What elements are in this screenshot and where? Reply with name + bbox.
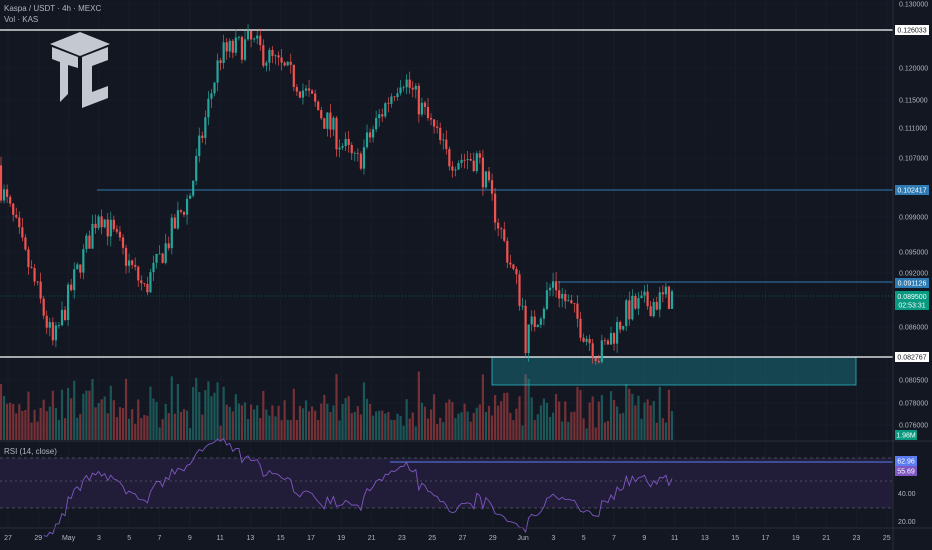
grid-lines xyxy=(0,0,893,528)
time-tick: 29 xyxy=(489,535,497,542)
svg-text:0.082767: 0.082767 xyxy=(897,355,926,362)
svg-text:55.69: 55.69 xyxy=(897,469,915,476)
time-tick: 17 xyxy=(762,535,770,542)
time-tick: 25 xyxy=(428,535,436,542)
rsi-tick-20: 20.00 xyxy=(898,519,916,526)
price-tick: 0.076000 xyxy=(899,423,928,430)
svg-text:1.98M: 1.98M xyxy=(896,433,916,440)
svg-text:02:53:31: 02:53:31 xyxy=(898,303,925,310)
svg-text:0.091126: 0.091126 xyxy=(898,281,927,288)
time-tick: 17 xyxy=(307,535,315,542)
price-tick: 0.107000 xyxy=(899,156,928,163)
rsi-tick-40: 40.00 xyxy=(898,491,916,498)
time-tick: 13 xyxy=(247,535,255,542)
price-tick: 0.111000 xyxy=(899,126,927,133)
rsi-legend[interactable]: RSI (14, close) xyxy=(4,447,57,456)
time-tick: 9 xyxy=(642,535,646,542)
time-tick: 3 xyxy=(551,535,555,542)
time-tick: May xyxy=(62,535,76,542)
time-tick: 23 xyxy=(398,535,406,542)
time-tick: 19 xyxy=(792,535,800,542)
price-tick: 0.099000 xyxy=(899,215,928,222)
volume-label: 1.98M xyxy=(895,430,917,440)
tc-logo-icon xyxy=(50,32,110,108)
symbol-legend[interactable]: Kaspa / USDT · 4h · MEXC xyxy=(4,4,102,13)
time-tick: 3 xyxy=(97,535,101,542)
svg-text:0.102417: 0.102417 xyxy=(897,188,926,195)
rsi-value-label-2: 55.69 xyxy=(895,466,917,476)
time-tick: 7 xyxy=(158,535,162,542)
time-tick: 19 xyxy=(337,535,345,542)
time-tick: 23 xyxy=(853,535,861,542)
time-tick: 25 xyxy=(883,535,891,542)
time-tick: 11 xyxy=(671,535,678,542)
time-tick: 13 xyxy=(701,535,709,542)
svg-text:0.089500: 0.089500 xyxy=(897,294,926,301)
svg-text:0.126033: 0.126033 xyxy=(897,28,926,35)
time-tick: 5 xyxy=(582,535,586,542)
price-tick: 0.078000 xyxy=(899,401,928,408)
time-axis[interactable]: 27 29 May 3 5 7 9 11 13 15 17 19 21 23 25 27 29 Jun 3 5 7 9 11… xyxy=(4,535,891,542)
price-tick: 0.080500 xyxy=(899,378,928,385)
time-tick: 27 xyxy=(459,535,467,542)
time-tick: 15 xyxy=(731,535,739,542)
rsi-line xyxy=(43,437,673,537)
price-tick: 0.115000 xyxy=(899,98,928,105)
volume-legend[interactable]: Vol · KAS xyxy=(4,15,39,24)
time-tick: 5 xyxy=(127,535,131,542)
price-tick: 0.120000 xyxy=(899,66,928,73)
time-tick: 15 xyxy=(277,535,285,542)
time-tick: 21 xyxy=(822,535,830,542)
volume-bars xyxy=(0,371,674,440)
time-tick: 27 xyxy=(4,535,12,542)
level-label-0.082767: 0.082767 xyxy=(895,352,929,362)
svg-text:62.96: 62.96 xyxy=(897,459,915,466)
time-tick: 21 xyxy=(368,535,376,542)
price-tick: 0.086000 xyxy=(899,325,928,332)
price-tick: 0.092000 xyxy=(899,271,928,278)
current-price-label: 0.089500 02:53:31 xyxy=(895,291,929,310)
rsi-value-label-1: 62.96 xyxy=(895,456,917,466)
candlesticks xyxy=(0,24,674,365)
price-tick: 0.130000 xyxy=(899,2,928,9)
level-label-0.091126: 0.091126 xyxy=(895,278,929,288)
time-tick: 11 xyxy=(216,535,223,542)
time-tick: 7 xyxy=(612,535,616,542)
price-tick: 0.095000 xyxy=(899,250,928,257)
support-zone[interactable] xyxy=(491,356,857,386)
price-axis[interactable]: 0.130000 0.120000 0.115000 0.111000 0.107000… xyxy=(899,2,928,430)
rsi-band xyxy=(0,458,893,508)
time-tick: 9 xyxy=(188,535,192,542)
time-tick: Jun xyxy=(517,535,528,542)
level-label-0.126033: 0.126033 xyxy=(895,25,929,35)
level-label-0.102417: 0.102417 xyxy=(895,185,929,195)
time-tick: 29 xyxy=(34,535,42,542)
